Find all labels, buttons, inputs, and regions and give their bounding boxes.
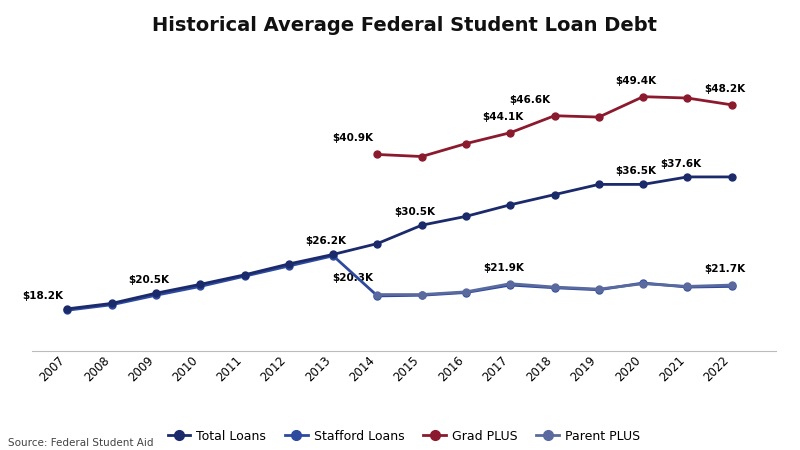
Stafford Loans: [107, 302, 117, 307]
Total Loans: [417, 222, 426, 228]
Grad PLUS: [727, 102, 737, 108]
Parent PLUS: [506, 281, 515, 286]
Line: Stafford Loans: Stafford Loans: [64, 252, 735, 314]
Text: Source: Federal Student Aid: Source: Federal Student Aid: [8, 438, 154, 448]
Grad PLUS: [594, 114, 604, 120]
Total Loans: [151, 291, 161, 296]
Text: $21.9K: $21.9K: [483, 262, 524, 273]
Total Loans: [107, 301, 117, 306]
Grad PLUS: [461, 141, 470, 146]
Stafford Loans: [328, 253, 338, 258]
Total Loans: [682, 174, 692, 180]
Total Loans: [373, 241, 382, 246]
Stafford Loans: [506, 282, 515, 288]
Stafford Loans: [62, 307, 72, 313]
Parent PLUS: [727, 282, 737, 288]
Legend: Total Loans, Stafford Loans, Grad PLUS, Parent PLUS: Total Loans, Stafford Loans, Grad PLUS, …: [162, 424, 646, 448]
Stafford Loans: [550, 285, 559, 290]
Total Loans: [550, 192, 559, 197]
Stafford Loans: [151, 292, 161, 298]
Parent PLUS: [682, 284, 692, 289]
Total Loans: [62, 306, 72, 311]
Stafford Loans: [638, 280, 648, 286]
Text: $18.2K: $18.2K: [22, 291, 63, 301]
Line: Parent PLUS: Parent PLUS: [374, 280, 735, 298]
Total Loans: [195, 282, 205, 287]
Line: Grad PLUS: Grad PLUS: [374, 93, 735, 160]
Grad PLUS: [550, 113, 559, 118]
Total Loans: [638, 182, 648, 187]
Text: $20.3K: $20.3K: [332, 274, 373, 284]
Text: $36.5K: $36.5K: [616, 166, 657, 176]
Stafford Loans: [284, 263, 294, 269]
Parent PLUS: [550, 284, 559, 290]
Grad PLUS: [638, 94, 648, 99]
Stafford Loans: [240, 274, 250, 279]
Stafford Loans: [417, 292, 426, 298]
Text: $21.7K: $21.7K: [704, 264, 746, 274]
Text: $26.2K: $26.2K: [306, 236, 346, 246]
Total Loans: [240, 272, 250, 278]
Total Loans: [328, 252, 338, 257]
Stafford Loans: [594, 287, 604, 292]
Total Loans: [727, 174, 737, 180]
Text: $37.6K: $37.6K: [660, 158, 701, 169]
Total Loans: [506, 202, 515, 207]
Total Loans: [461, 214, 470, 219]
Text: $44.1K: $44.1K: [482, 112, 524, 122]
Grad PLUS: [373, 152, 382, 157]
Stafford Loans: [373, 293, 382, 299]
Text: $49.4K: $49.4K: [616, 76, 657, 86]
Parent PLUS: [373, 292, 382, 297]
Text: $30.5K: $30.5K: [394, 207, 435, 217]
Grad PLUS: [417, 154, 426, 159]
Stafford Loans: [461, 290, 470, 295]
Stafford Loans: [682, 284, 692, 290]
Stafford Loans: [727, 284, 737, 289]
Parent PLUS: [638, 281, 648, 286]
Grad PLUS: [506, 130, 515, 135]
Grad PLUS: [682, 95, 692, 101]
Parent PLUS: [417, 292, 426, 297]
Stafford Loans: [195, 284, 205, 289]
Total Loans: [284, 261, 294, 267]
Parent PLUS: [461, 289, 470, 295]
Text: $20.5K: $20.5K: [129, 275, 170, 285]
Text: $40.9K: $40.9K: [332, 133, 373, 144]
Title: Historical Average Federal Student Loan Debt: Historical Average Federal Student Loan …: [151, 16, 657, 35]
Parent PLUS: [594, 286, 604, 292]
Total Loans: [594, 182, 604, 187]
Line: Total Loans: Total Loans: [64, 173, 735, 312]
Text: $48.2K: $48.2K: [704, 84, 746, 94]
Text: $46.6K: $46.6K: [509, 94, 550, 104]
